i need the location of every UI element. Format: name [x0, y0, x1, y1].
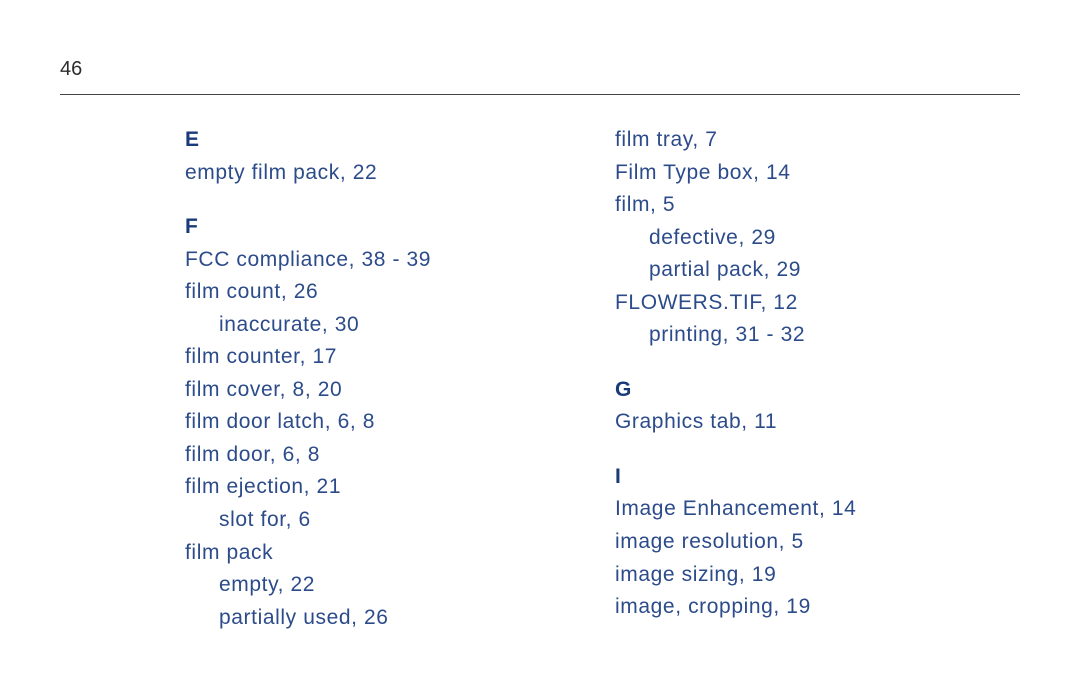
header-rule — [60, 94, 1020, 95]
section-heading-g: G — [615, 374, 1015, 407]
index-entry[interactable]: Image Enhancement, 14 — [615, 493, 1015, 526]
index-entry[interactable]: film, 5 — [615, 189, 1015, 222]
index-entry[interactable]: image sizing, 19 — [615, 559, 1015, 592]
index-subentry[interactable]: inaccurate, 30 — [185, 309, 615, 342]
index-entry[interactable]: empty film pack, 22 — [185, 157, 615, 190]
section-gap — [615, 352, 1015, 374]
index-entry[interactable]: Film Type box, 14 — [615, 157, 1015, 190]
index-entry[interactable]: FCC compliance, 38 - 39 — [185, 244, 615, 277]
page-number: 46 — [60, 58, 82, 81]
index-columns: E empty film pack, 22 F FCC compliance, … — [185, 124, 1020, 634]
index-page: 46 E empty film pack, 22 F FCC complianc… — [0, 0, 1080, 698]
section-gap — [185, 189, 615, 211]
index-subentry[interactable]: slot for, 6 — [185, 504, 615, 537]
index-entry[interactable]: film door latch, 6, 8 — [185, 406, 615, 439]
index-entry[interactable]: film tray, 7 — [615, 124, 1015, 157]
index-entry[interactable]: Graphics tab, 11 — [615, 406, 1015, 439]
index-entry[interactable]: image, cropping, 19 — [615, 591, 1015, 624]
index-entry[interactable]: film ejection, 21 — [185, 471, 615, 504]
index-entry[interactable]: film count, 26 — [185, 276, 615, 309]
section-heading-e: E — [185, 124, 615, 157]
index-entry[interactable]: FLOWERS.TIF, 12 — [615, 287, 1015, 320]
index-subentry[interactable]: empty, 22 — [185, 569, 615, 602]
index-entry[interactable]: film door, 6, 8 — [185, 439, 615, 472]
index-subentry[interactable]: partial pack, 29 — [615, 254, 1015, 287]
index-entry[interactable]: film counter, 17 — [185, 341, 615, 374]
index-entry[interactable]: image resolution, 5 — [615, 526, 1015, 559]
index-entry[interactable]: film cover, 8, 20 — [185, 374, 615, 407]
index-subentry[interactable]: partially used, 26 — [185, 602, 615, 635]
section-gap — [615, 439, 1015, 461]
index-subentry[interactable]: defective, 29 — [615, 222, 1015, 255]
index-column-left: E empty film pack, 22 F FCC compliance, … — [185, 124, 615, 634]
section-heading-f: F — [185, 211, 615, 244]
index-entry[interactable]: film pack — [185, 537, 615, 570]
section-heading-i: I — [615, 461, 1015, 494]
index-subentry[interactable]: printing, 31 - 32 — [615, 319, 1015, 352]
index-column-right: film tray, 7 Film Type box, 14 film, 5 d… — [615, 124, 1015, 634]
